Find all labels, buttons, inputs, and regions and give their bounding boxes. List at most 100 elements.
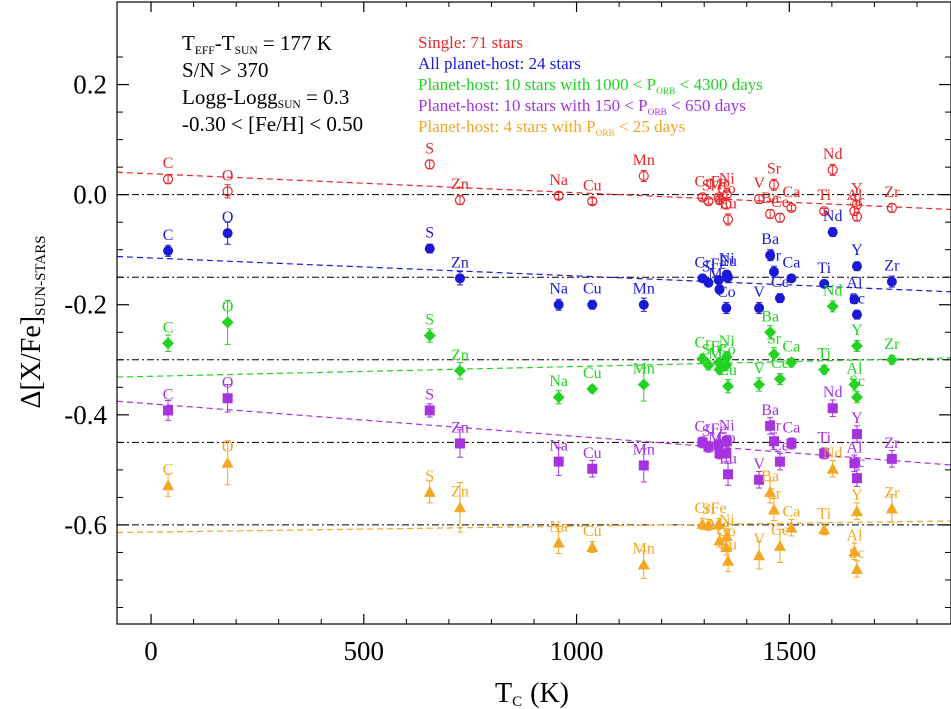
element-label: Na <box>549 172 568 189</box>
marker-open-circle <box>553 190 564 201</box>
element-label: Ba <box>761 231 779 248</box>
x-tick-label: 0 <box>144 636 158 666</box>
marker-triangle <box>453 501 466 513</box>
marker-circle <box>723 272 734 283</box>
data-point <box>849 206 860 217</box>
element-label: Zr <box>884 484 900 501</box>
data-point <box>721 444 732 463</box>
element-label: Nd <box>823 282 843 299</box>
element-label: Ce <box>771 522 789 539</box>
data-point <box>818 523 831 536</box>
marker-circle <box>454 273 465 284</box>
data-point <box>886 202 897 213</box>
element-label: Ce <box>771 438 789 455</box>
fit-line <box>116 357 951 378</box>
element-label: S <box>425 312 434 329</box>
marker-square <box>424 405 435 416</box>
marker-square <box>886 453 897 464</box>
element-label: Eu <box>719 195 737 212</box>
data-point <box>162 473 175 497</box>
marker-triangle <box>753 549 766 561</box>
element-label: Zr <box>884 258 900 275</box>
data-point <box>587 196 598 207</box>
element-label: Mg <box>708 176 730 193</box>
marker-open-circle <box>721 199 732 210</box>
data-point <box>819 278 830 289</box>
x-tick-label: 1500 <box>762 636 816 666</box>
element-label: Co <box>717 341 736 358</box>
marker-open-circle <box>703 196 714 207</box>
y-tick-label: -0.2 <box>64 290 107 320</box>
element-label: Fe <box>711 256 727 273</box>
marker-diamond <box>637 378 650 391</box>
data-point <box>849 454 860 473</box>
element-label: Ti <box>817 505 831 522</box>
data-point <box>764 325 777 340</box>
data-point <box>722 379 735 394</box>
element-label: Eu <box>719 362 737 379</box>
data-point <box>786 202 797 213</box>
element-label: Na <box>549 438 568 455</box>
data-point <box>163 400 174 421</box>
data-point <box>424 403 435 418</box>
element-label: Co <box>717 523 736 540</box>
data-point <box>765 249 776 262</box>
marker-circle <box>222 228 233 239</box>
data-point <box>851 211 863 222</box>
element-label: Ce <box>771 194 789 211</box>
marker-open-circle <box>722 214 734 225</box>
element-label: S <box>425 225 434 242</box>
marker-diamond <box>162 337 175 350</box>
element-label: C <box>163 319 174 336</box>
data-point <box>786 437 797 450</box>
element-label: Cu <box>583 177 602 194</box>
data-point <box>702 359 715 372</box>
element-label: Y <box>851 410 863 427</box>
data-point <box>850 560 863 578</box>
element-label: Si <box>702 423 716 440</box>
element-label: Al <box>846 439 863 456</box>
data-point <box>720 538 733 556</box>
data-point <box>767 347 780 362</box>
marker-triangle <box>885 502 898 514</box>
marker-circle <box>886 276 897 287</box>
marker-diamond <box>552 391 565 404</box>
marker-square <box>786 438 797 449</box>
data-point <box>162 334 175 353</box>
marker-square <box>721 436 732 447</box>
data-point <box>221 440 234 486</box>
element-label: Cu <box>583 365 602 382</box>
data-point <box>587 460 598 478</box>
element-label: Mn <box>633 541 655 558</box>
data-point <box>848 378 861 391</box>
element-label: Sr <box>767 248 782 265</box>
data-point <box>638 448 649 483</box>
element-label: Cr <box>695 335 712 352</box>
y-tick-label: -0.4 <box>64 400 107 430</box>
marker-circle <box>765 250 776 261</box>
marker-open-circle <box>765 208 776 220</box>
data-point <box>586 540 599 553</box>
marker-open-circle <box>721 189 732 200</box>
element-label: Ca <box>783 184 801 201</box>
legend-entry: Planet-host: 10 stars with 1000 < PORB <… <box>418 75 763 97</box>
info-box: TEFF-TSUN = 177 KS/N > 370 Logg-LoggSUN =… <box>182 31 363 136</box>
fit-line <box>116 171 951 211</box>
marker-triangle <box>785 521 798 533</box>
data-point <box>454 271 465 286</box>
marker-triangle <box>221 456 234 468</box>
marker-triangle <box>423 485 436 497</box>
data-point <box>849 294 860 305</box>
element-label: V <box>753 531 765 548</box>
element-label: Eu <box>719 537 737 554</box>
data-point <box>454 429 465 458</box>
element-label: Mn <box>633 441 655 458</box>
marker-diamond <box>850 391 863 404</box>
element-label: S <box>425 386 434 403</box>
element-label: Zr <box>884 336 900 353</box>
data-point <box>703 277 714 288</box>
marker-square <box>849 458 860 469</box>
marker-diamond <box>818 363 831 376</box>
marker-diamond <box>423 329 436 342</box>
data-point <box>587 299 598 310</box>
